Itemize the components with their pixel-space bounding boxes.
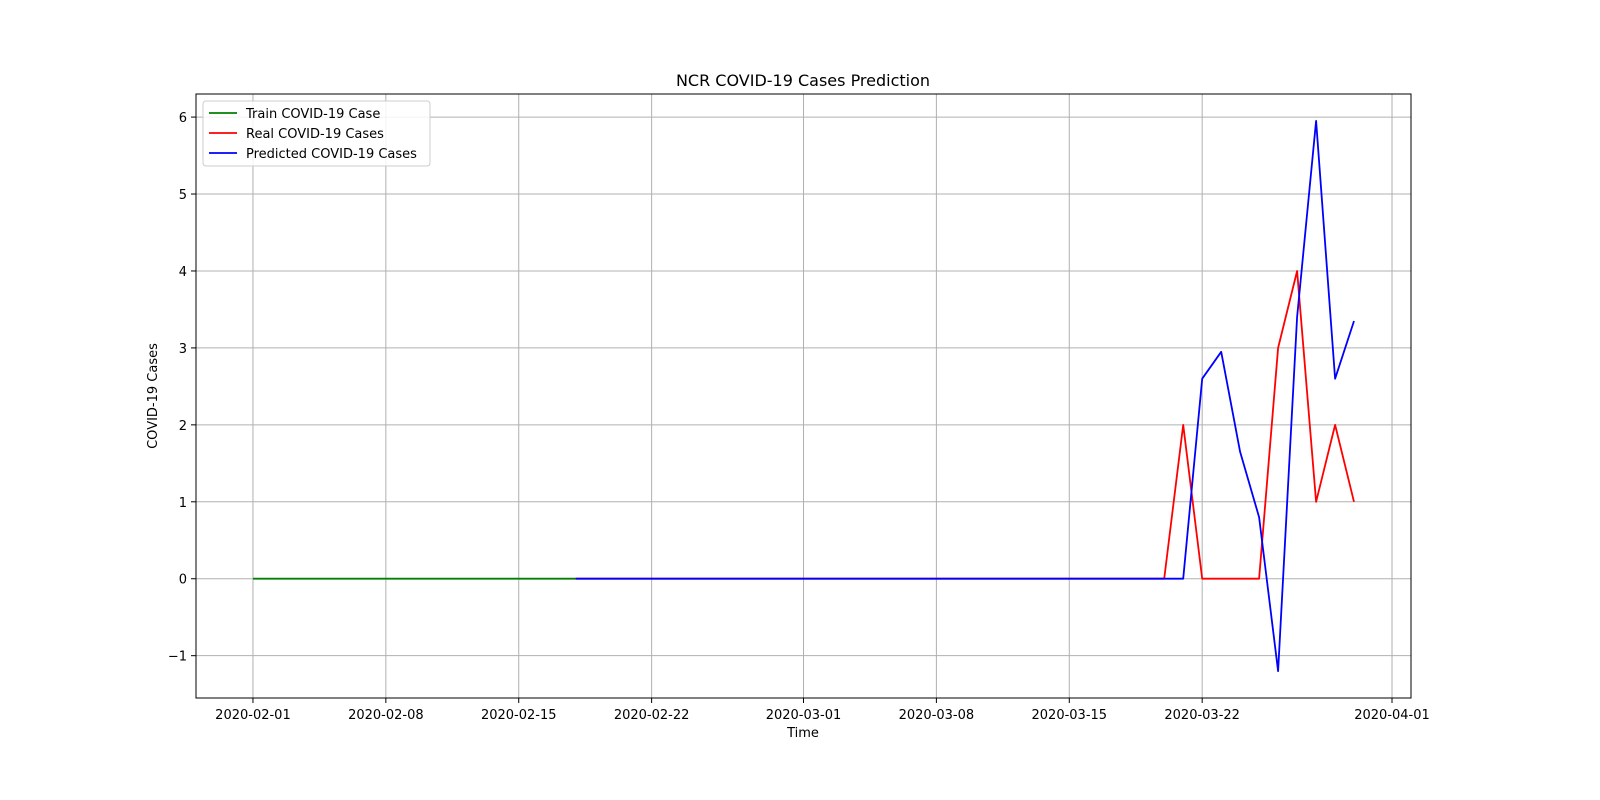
x-tick-label: 2020-02-22 — [614, 708, 690, 723]
x-tick-label: 2020-03-15 — [1032, 708, 1108, 723]
y-tick-label: 6 — [179, 111, 187, 126]
x-axis-label: Time — [786, 726, 819, 741]
x-tick-label: 2020-03-08 — [899, 708, 975, 723]
y-axis-ticks: −1 0 1 2 3 4 5 6 — [168, 111, 196, 665]
legend: Train COVID-19 Case Real COVID-19 Cases Pr… — [202, 100, 431, 167]
legend-label-1: Train COVID-19 Case — [245, 107, 380, 122]
y-tick-label: 3 — [179, 342, 187, 357]
x-tick-label: 2020-03-22 — [1164, 708, 1240, 723]
x-tick-label: 2020-02-01 — [215, 708, 291, 723]
y-tick-label: −1 — [168, 650, 187, 665]
series-layer — [253, 120, 1355, 672]
x-tick-label: 2020-02-15 — [481, 708, 557, 723]
y-tick-label: 2 — [179, 419, 187, 434]
series-line-2 — [575, 270, 1355, 580]
x-tick-label: 2020-02-08 — [348, 708, 424, 723]
x-axis-ticks: 2020-02-01 2020-02-08 2020-02-15 2020-02-22… — [215, 698, 1430, 723]
legend-label-2: Real COVID-19 Cases — [246, 127, 384, 142]
y-tick-label: 1 — [179, 496, 187, 511]
y-axis-label: COVID-19 Cases — [146, 343, 161, 449]
x-tick-label: 2020-03-01 — [766, 708, 842, 723]
chart-title: NCR COVID-19 Cases Prediction — [676, 71, 930, 90]
series-line-3 — [575, 120, 1355, 672]
y-tick-label: 0 — [179, 573, 187, 588]
legend-label-3: Predicted COVID-19 Cases — [246, 147, 417, 162]
legend-box — [202, 100, 431, 167]
x-tick-label: 2020-04-01 — [1354, 708, 1430, 723]
y-tick-label: 5 — [179, 188, 187, 203]
y-tick-label: 4 — [179, 265, 187, 280]
